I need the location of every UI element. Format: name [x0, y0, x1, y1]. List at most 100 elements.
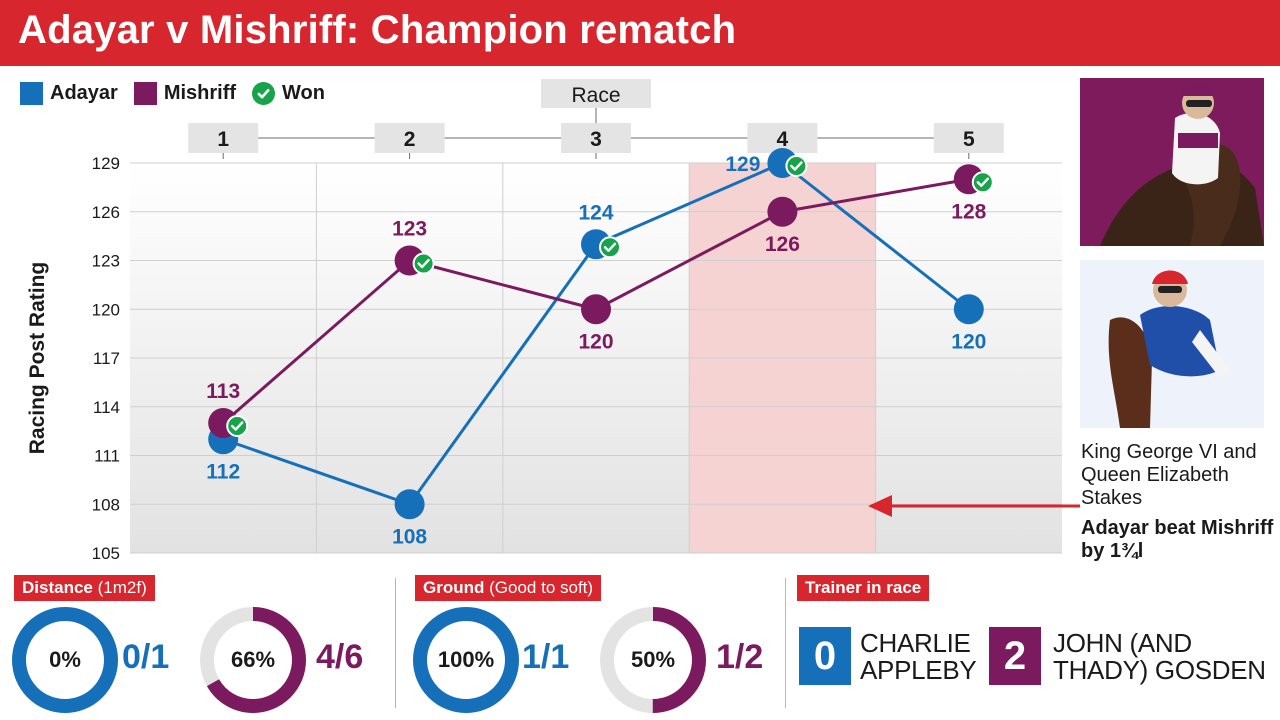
data-label-mishriff: 123: [392, 218, 427, 241]
distance-mishriff-donut: 66%: [198, 605, 308, 715]
adayar-trainer-name: CHARLIE APPLEBY: [860, 628, 977, 685]
legend-item-won: Won: [252, 81, 325, 105]
legend-swatch-adayar: [20, 81, 43, 105]
x-axis-title: Race: [571, 84, 620, 107]
won-check-icon: [226, 415, 249, 437]
distance-label-text: Distance: [22, 578, 93, 597]
won-check-mark: [603, 242, 617, 252]
won-check-icon: [599, 236, 621, 259]
ground-label: Ground (Good to soft): [415, 575, 602, 601]
data-label-adayar: 112: [206, 460, 240, 483]
donut-ring: [413, 607, 519, 713]
y-tick-label: 123: [92, 252, 120, 271]
data-label-adayar: 120: [951, 330, 986, 353]
data-label-adayar: 108: [392, 525, 427, 548]
adayar-trainer-count: 0: [799, 627, 851, 685]
distance-mishriff-fraction: 4/6: [316, 638, 364, 676]
legend: Adayar Mishriff Won: [20, 80, 341, 106]
legend-label-mishriff: Mishriff: [163, 81, 237, 104]
distance-label: Distance (1m2f): [14, 575, 155, 601]
mishriff-trainer-count: 2: [989, 627, 1041, 685]
won-check-icon: [971, 171, 994, 194]
donut-fill: [12, 607, 118, 713]
ground-mishriff-fraction: 1/2: [716, 638, 764, 676]
adayar-trainer-line1: CHARLIE: [860, 628, 971, 658]
data-point-adayar: [394, 489, 425, 520]
won-check-icon: [785, 155, 808, 177]
mishriff-trainer-line2: THADY) GOSDEN: [1053, 655, 1266, 685]
race-annotation: King George VI and Queen Elizabeth Stake…: [1081, 441, 1276, 563]
ground-adayar-pct: 100%: [437, 647, 495, 672]
legend-item-adayar: Adayar: [20, 81, 118, 105]
y-tick-label: 108: [92, 495, 120, 514]
race-box: [188, 123, 259, 153]
y-tick-label: 126: [92, 203, 120, 222]
data-label-mishriff: 128: [951, 200, 986, 223]
section-divider: [395, 578, 396, 708]
x-tick-label: 2: [404, 128, 416, 151]
x-tick-label: 5: [963, 128, 975, 151]
data-point-mishriff: [767, 196, 798, 227]
y-tick-label: 105: [92, 544, 120, 563]
y-tick-label: 129: [92, 154, 120, 173]
race-box: [374, 123, 445, 153]
legend-label-won: Won: [282, 81, 325, 104]
distance-adayar-fraction: 0/1: [122, 638, 170, 676]
page-title: Adayar v Mishriff: Champion rematch: [18, 8, 737, 52]
legend-item-mishriff: Mishriff: [133, 81, 237, 105]
legend-label-adayar: Adayar: [50, 81, 118, 104]
won-check-mark: [976, 177, 989, 187]
title-bar: Adayar v Mishriff: Champion rematch: [0, 0, 1280, 66]
data-label-mishriff: 120: [578, 330, 613, 353]
race-name: King George VI and Queen Elizabeth Stake…: [1081, 441, 1257, 509]
donut-fill: [413, 607, 519, 713]
race-box: [933, 123, 1004, 153]
y-tick-label: 111: [94, 447, 120, 466]
x-tick-label: 3: [590, 128, 602, 151]
trainer-label-text: Trainer in race: [805, 578, 922, 597]
data-label-adayar: 129: [725, 153, 760, 176]
mishriff-trainer-name: JOHN (AND THADY) GOSDEN: [1053, 630, 1266, 684]
ground-label-text: Ground: [423, 578, 485, 597]
trainer-label: Trainer in race: [797, 575, 930, 601]
ground-adayar-donut: 100%: [411, 605, 521, 715]
y-tick-label: 117: [93, 349, 120, 368]
race-result: Adayar beat Mishriff by 1¾l: [1081, 517, 1274, 562]
won-check-mark: [231, 421, 244, 431]
data-point-mishriff: [581, 294, 611, 325]
distance-sub: (1m2f): [97, 578, 147, 597]
adayar-trainer-line2: APPLEBY: [860, 655, 977, 685]
x-axis-title-box: [541, 79, 651, 108]
mishriff-trainer-line1: JOHN (AND: [1053, 628, 1192, 658]
donut-ring: [200, 607, 306, 713]
donut-fill: [600, 607, 706, 713]
legend-swatch-mishriff: [133, 81, 157, 105]
ground-sub: (Good to soft): [489, 578, 594, 597]
race-box: [561, 123, 631, 153]
mishriff-jockey-photo: [1080, 78, 1264, 246]
annotation-arrow: [868, 495, 1080, 517]
x-tick-label: 4: [777, 128, 789, 151]
won-check-mark: [790, 161, 803, 171]
ground-mishriff-donut: 50%: [598, 605, 708, 715]
data-label-mishriff: 126: [765, 233, 800, 256]
y-tick-label: 120: [92, 300, 120, 319]
donut-ring: [12, 607, 118, 713]
ground-adayar-fraction: 1/1: [522, 638, 570, 676]
check-icon: [252, 81, 276, 105]
data-label-adayar: 124: [578, 201, 613, 224]
adayar-jockey-photo: [1080, 260, 1264, 428]
data-label-mishriff: 113: [206, 380, 240, 403]
distance-adayar-donut: 0%: [10, 605, 120, 715]
y-tick-label: 114: [93, 398, 120, 417]
won-check-mark: [417, 258, 430, 269]
section-divider: [785, 578, 786, 708]
y-axis-title: Racing Post Rating: [26, 262, 49, 455]
donut-ring: [600, 607, 706, 713]
ground-mishriff-pct: 50%: [630, 647, 676, 672]
distance-adayar-pct: 0%: [49, 647, 81, 672]
distance-mishriff-pct: 66%: [230, 647, 276, 672]
x-tick-label: 1: [217, 128, 229, 151]
won-check-icon: [412, 252, 435, 275]
